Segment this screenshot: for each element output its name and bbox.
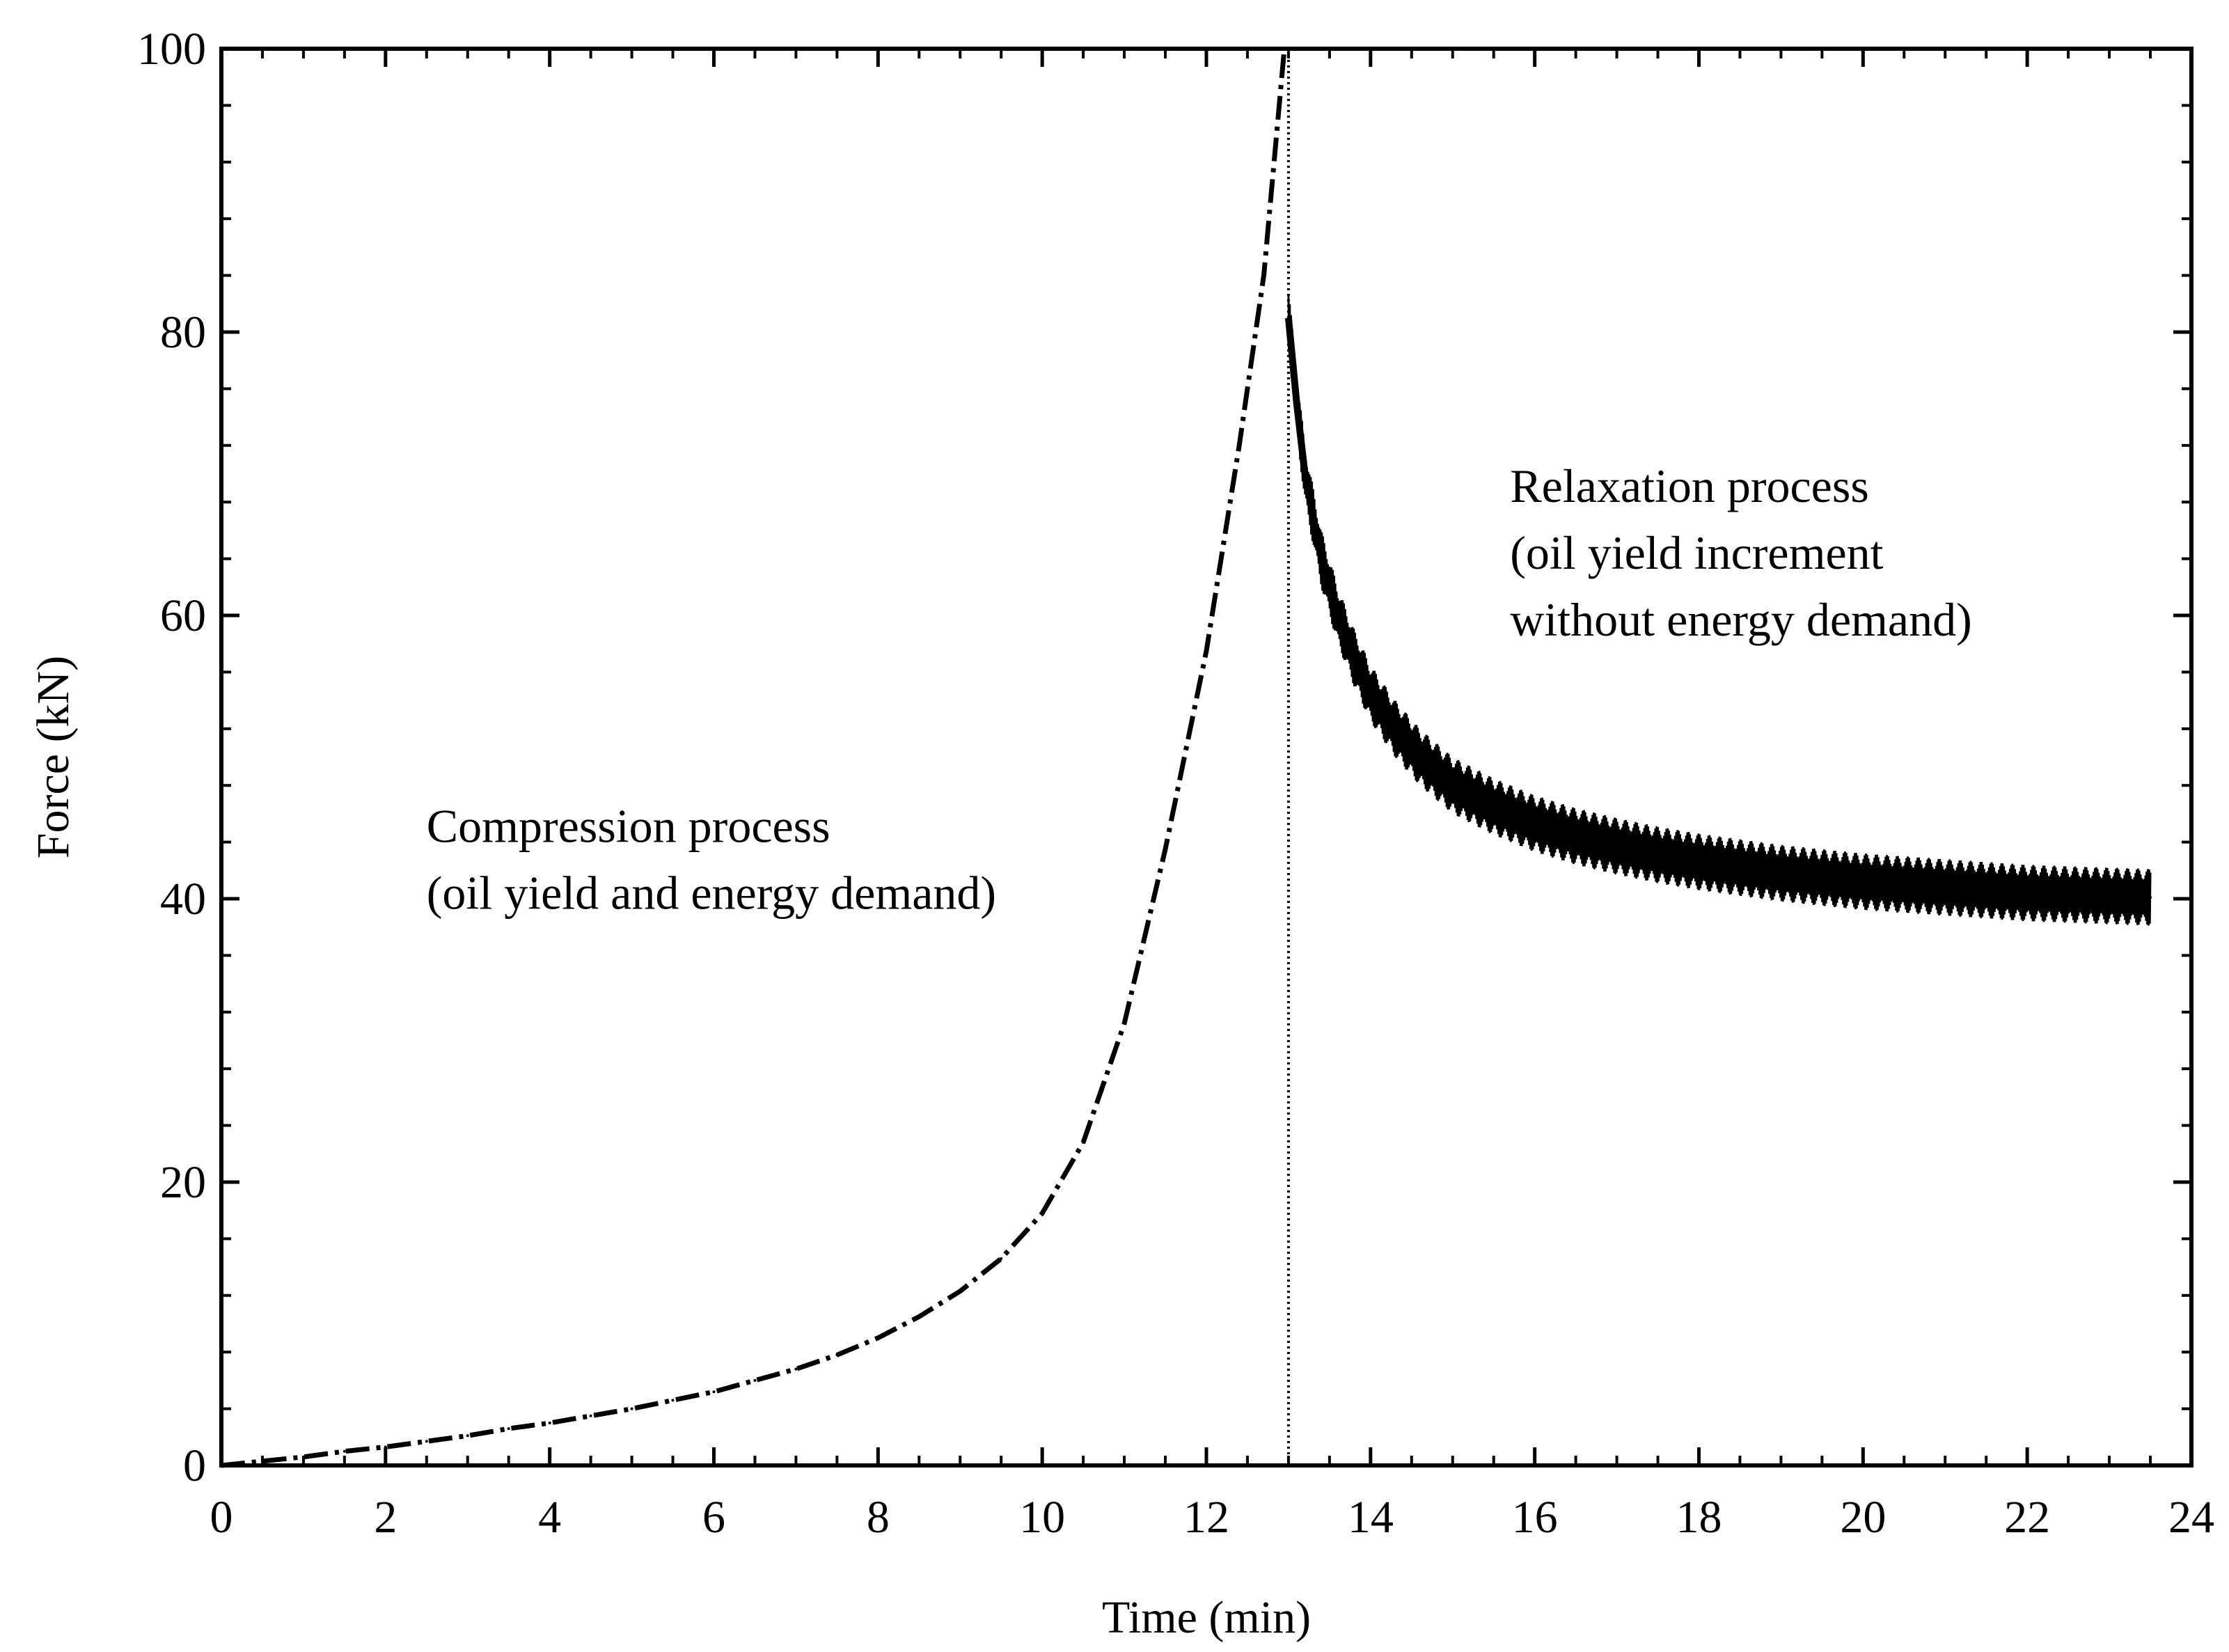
x-tick-label: 12 [1183,1492,1229,1543]
data-point [466,1434,469,1438]
data-point [384,1445,387,1449]
relaxation-annotation: Relaxation process (oil yield increment wi… [1510,459,1971,646]
data-point [1238,443,1241,447]
x-axis-ticks: 0 2 4 6 8 10 12 14 16 18 20 22 24 [210,49,2214,1543]
data-point [1656,853,1660,856]
compression-line [221,48,1287,1468]
data-point [1295,401,1298,404]
data-point [1394,727,1397,730]
data-point [917,1315,921,1319]
x-tick-label: 24 [2168,1492,2214,1543]
x-tick-label: 2 [374,1492,397,1543]
data-point [1533,822,1536,826]
data-point [261,1459,264,1463]
x-tick-label: 22 [2004,1492,2050,1543]
x-tick-label: 10 [1019,1492,1065,1543]
series-relaxation [1284,295,2152,926]
data-point [959,1289,962,1293]
annotation-line: (oil yield and energy demand) [427,867,996,920]
data-point [1303,472,1307,475]
data-point [1944,886,1947,889]
data-point [1451,784,1454,787]
data-point [1041,1211,1044,1215]
x-tick-label: 20 [1840,1492,1886,1543]
data-point [835,1353,839,1357]
relaxation-band [1287,295,2152,926]
data-point [1164,847,1167,851]
data-point [1320,557,1323,560]
compression-annotation: Compression process (oil yield and energy… [427,800,996,920]
data-point [671,1399,675,1402]
data-point [1336,614,1339,617]
annotation-line: Relaxation process [1510,459,1869,512]
data-point [425,1440,428,1443]
data-point [1262,274,1266,277]
data-point [2149,896,2152,899]
data-point [1615,844,1618,848]
data-point [630,1407,633,1410]
data-point [2067,892,2070,896]
y-tick-label: 60 [160,590,206,641]
data-point [548,1422,551,1424]
data-point [1123,1022,1126,1025]
x-tick-label: 0 [210,1492,233,1543]
data-point [753,1378,757,1382]
annotation-line: (oil yield increment [1510,526,1883,579]
data-point [301,1455,305,1458]
data-point [2108,894,2111,897]
data-point [2026,891,2029,895]
data-point [1205,649,1208,652]
data-point [342,1449,346,1453]
x-tick-label: 6 [702,1492,725,1543]
data-point [794,1367,798,1371]
data-point [712,1390,716,1394]
data-point [589,1414,592,1417]
y-axis-label: Force (kN) [28,656,79,858]
data-point [1697,860,1701,864]
x-tick-label: 4 [538,1492,561,1543]
data-point [1820,876,1824,879]
data-point [1861,880,1865,883]
data-point [507,1427,510,1431]
x-tick-label: 18 [1676,1492,1722,1543]
data-point [1369,691,1372,695]
data-point [1353,656,1356,660]
plot-frame [219,47,2193,1468]
data-point [1082,1141,1085,1144]
data-point [1738,866,1742,870]
data-point [1418,755,1421,759]
annotations: Compression process (oil yield and energy… [427,459,1972,919]
y-tick-label: 100 [137,24,206,74]
data-point [1574,835,1577,838]
x-tick-label: 14 [1348,1492,1394,1543]
x-tick-label: 16 [1512,1492,1558,1543]
data-point [876,1336,880,1339]
y-tick-label: 40 [160,874,206,925]
data-point [1492,805,1495,808]
data-point [1779,872,1783,875]
x-axis-label: Time (min) [1102,1592,1311,1643]
y-tick-label: 20 [160,1157,206,1208]
annotation-line: Compression process [427,800,830,853]
y-tick-label: 80 [160,307,206,358]
x-tick-label: 8 [867,1492,890,1543]
data-point [1903,883,1906,886]
data-point [1985,888,1988,892]
y-tick-label: 0 [183,1440,206,1491]
data-point [1000,1257,1003,1260]
annotation-line: without energy demand) [1510,593,1971,646]
